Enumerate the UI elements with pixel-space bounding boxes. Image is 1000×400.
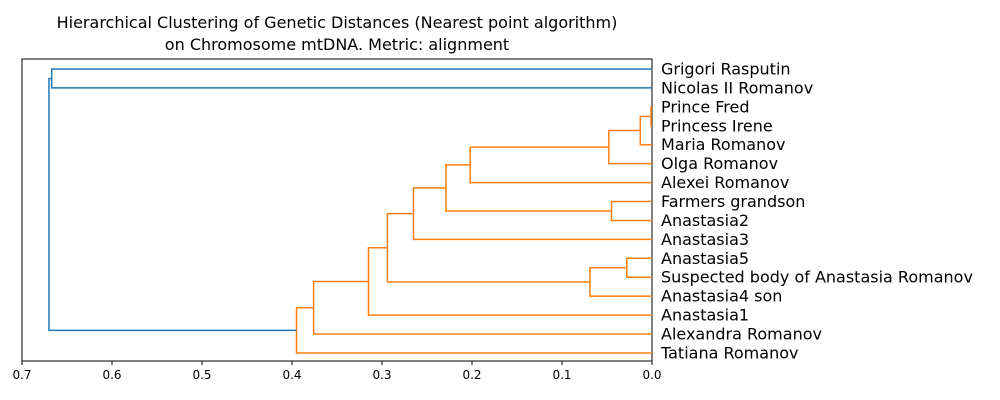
x-tick-label: 0.7 [12, 368, 31, 382]
plot-area-frame [21, 58, 653, 362]
x-tick-label: 0.3 [372, 368, 391, 382]
leaf-label: Anastasia4 son [661, 287, 782, 306]
leaf-label: Anastasia1 [661, 306, 749, 325]
x-tick-label: 0.5 [192, 368, 211, 382]
dendrogram-link-m12 [312, 280, 652, 335]
x-tick-label: 0.6 [102, 368, 121, 382]
dendrogram-link-m9 [589, 267, 652, 297]
dendrogram-link-m8 [626, 257, 652, 278]
leaf-label: Suspected body of Anastasia Romanov [661, 268, 973, 287]
dendrogram-link-m3 [608, 129, 652, 165]
leaf-label: Alexandra Romanov [661, 325, 822, 344]
chart-title-line-2: on Chromosome mtDNA. Metric: alignment [165, 35, 509, 54]
dendrogram-links [48, 68, 652, 354]
leaf-label: Grigori Rasputin [661, 60, 791, 79]
leaf-label: Alexei Romanov [661, 173, 789, 192]
dendrogram-link-m15 [48, 77, 297, 332]
chart-title-line-1: Hierarchical Clustering of Genetic Dista… [57, 13, 618, 32]
dendrogram-link-m7 [412, 187, 652, 241]
dendrogram-link-m4 [469, 146, 652, 184]
leaf-label: Nicolas II Romanov [661, 78, 813, 97]
leaf-label: Anastasia5 [661, 249, 749, 268]
leaf-label: Olga Romanov [661, 154, 778, 173]
dendrogram-link-m5 [610, 200, 652, 222]
x-tick-label: 0.2 [462, 368, 481, 382]
leaf-label: Farmers grandson [661, 192, 805, 211]
leaf-label: Prince Fred [661, 97, 750, 116]
dendrogram-link-m10 [386, 212, 590, 283]
dendrogram-link-m2 [639, 115, 652, 146]
x-tick-label: 0.4 [282, 368, 301, 382]
leaf-label: Anastasia3 [661, 230, 749, 249]
leaf-label: Princess Irene [661, 116, 773, 135]
leaf-label: Maria Romanov [661, 135, 786, 154]
leaf-label: Tatiana Romanov [660, 343, 798, 362]
leaf-label: Anastasia2 [661, 211, 749, 230]
x-tick-label: 0.0 [642, 368, 661, 382]
dendrogram-link-m14 [50, 68, 652, 89]
x-tick-label: 0.1 [552, 368, 571, 382]
x-axis: 0.7 0.6 0.5 0.4 0.3 0.2 0.1 0.0 [12, 361, 662, 382]
